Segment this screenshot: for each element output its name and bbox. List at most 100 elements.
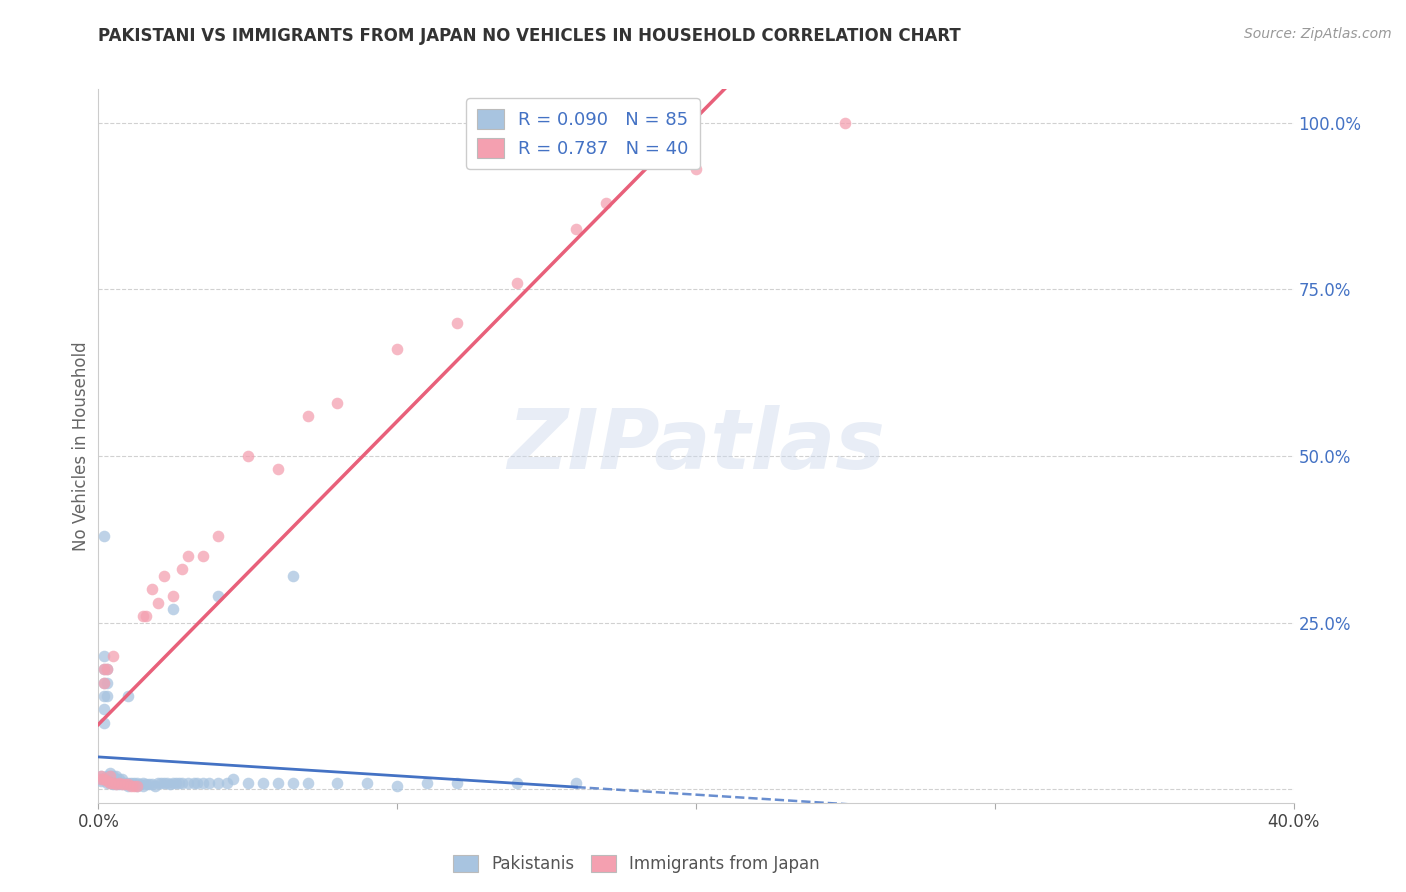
Point (90, 772, 112, 787)
Point (127, 779, 149, 793)
Point (100, 776, 122, 790)
Point (153, 776, 176, 790)
Point (93, 662, 115, 676)
Point (446, 316, 468, 330)
Point (326, 395, 349, 409)
Point (127, 776, 149, 790)
Point (93, 702, 115, 716)
Point (506, 776, 529, 790)
Point (172, 776, 194, 790)
Point (90, 769, 112, 783)
Point (141, 582, 163, 597)
Point (93, 675, 115, 690)
Point (385, 779, 409, 793)
Point (124, 779, 146, 793)
Point (111, 777, 134, 791)
Point (105, 772, 128, 787)
Point (177, 549, 200, 563)
Point (267, 462, 290, 476)
Point (111, 776, 134, 790)
Point (416, 776, 439, 790)
Point (117, 777, 139, 791)
Point (114, 777, 136, 791)
Point (135, 777, 157, 791)
Point (141, 777, 163, 791)
Text: PAKISTANI VS IMMIGRANTS FROM JAPAN NO VEHICLES IN HOUSEHOLD CORRELATION CHART: PAKISTANI VS IMMIGRANTS FROM JAPAN NO VE… (98, 27, 962, 45)
Point (100, 769, 122, 783)
Point (215, 776, 238, 790)
Point (207, 589, 229, 603)
Point (132, 776, 155, 790)
Point (135, 609, 157, 624)
Point (446, 776, 468, 790)
Point (105, 769, 128, 783)
Point (207, 529, 229, 543)
Point (183, 776, 205, 790)
Point (93, 529, 115, 543)
Point (120, 777, 142, 791)
Point (93, 715, 115, 730)
Point (108, 776, 131, 790)
Point (93, 675, 115, 690)
Point (177, 776, 200, 790)
Point (103, 777, 125, 791)
Text: ZIPatlas: ZIPatlas (508, 406, 884, 486)
Point (124, 776, 146, 790)
Point (96, 675, 118, 690)
Point (124, 777, 146, 791)
Point (96, 776, 118, 790)
Legend: Pakistanis, Immigrants from Japan: Pakistanis, Immigrants from Japan (446, 848, 827, 880)
Point (103, 776, 125, 790)
Point (96, 769, 118, 783)
Point (108, 777, 131, 791)
Point (153, 569, 176, 583)
Point (90, 769, 112, 783)
Point (93, 649, 115, 664)
Point (90, 772, 112, 787)
Point (103, 769, 125, 783)
Point (108, 776, 131, 790)
Point (167, 776, 190, 790)
Point (506, 276, 529, 290)
Point (565, 776, 588, 790)
Point (96, 662, 118, 676)
Point (96, 774, 118, 789)
Point (198, 776, 221, 790)
Point (114, 776, 136, 790)
Y-axis label: No Vehicles in Household: No Vehicles in Household (72, 341, 90, 551)
Point (150, 776, 173, 790)
Point (100, 776, 122, 790)
Point (132, 609, 155, 624)
Point (595, 195, 617, 210)
Point (93, 772, 115, 787)
Point (100, 772, 122, 787)
Point (162, 589, 184, 603)
Point (162, 776, 184, 790)
Point (103, 776, 125, 790)
Point (281, 776, 304, 790)
Point (114, 777, 136, 791)
Point (191, 776, 214, 790)
Point (100, 769, 122, 783)
Point (105, 777, 128, 791)
Point (103, 772, 125, 787)
Point (103, 649, 125, 664)
Point (165, 776, 187, 790)
Point (159, 777, 181, 791)
Point (111, 772, 134, 787)
Point (281, 569, 304, 583)
Point (93, 662, 115, 676)
Point (297, 776, 319, 790)
Point (156, 776, 179, 790)
Point (105, 777, 128, 791)
Point (96, 689, 118, 703)
Point (222, 772, 245, 787)
Point (685, 162, 707, 177)
Point (120, 779, 142, 793)
Point (100, 765, 122, 780)
Point (148, 596, 170, 610)
Point (96, 772, 118, 787)
Point (132, 779, 155, 793)
Point (565, 222, 588, 236)
Point (356, 776, 378, 790)
